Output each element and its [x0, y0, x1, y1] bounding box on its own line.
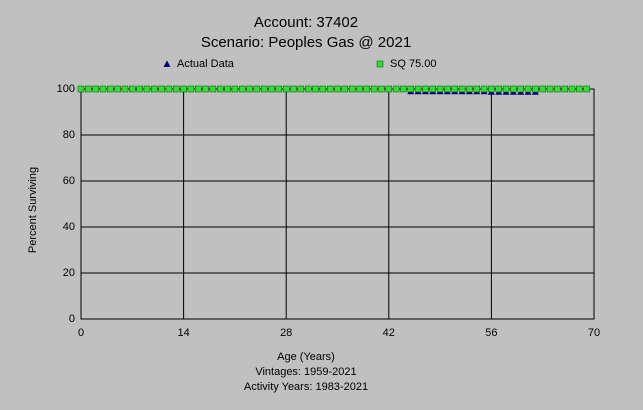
chart-title: Account: 37402	[254, 14, 358, 31]
data-point	[129, 85, 136, 93]
data-point	[576, 85, 583, 93]
y-tick-label: 20	[63, 267, 75, 279]
data-point	[238, 85, 246, 93]
data-point	[282, 85, 290, 93]
data-point	[524, 85, 532, 93]
data-point	[195, 85, 202, 93]
data-point	[473, 85, 480, 93]
data-point	[370, 85, 378, 93]
data-point	[385, 85, 393, 93]
data-point	[297, 85, 305, 93]
data-point	[304, 85, 312, 93]
data-point	[85, 85, 92, 93]
y-axis-label: Percent Surviving	[27, 167, 39, 253]
data-point	[422, 85, 429, 93]
data-point	[158, 85, 165, 93]
y-tick-label: 0	[69, 313, 75, 325]
data-point	[458, 85, 466, 93]
y-tick-label: 80	[63, 129, 75, 141]
legend-label: SQ 75.00	[390, 58, 436, 70]
data-point	[554, 85, 561, 93]
chart-subtitle: Scenario: Peoples Gas @ 2021	[201, 34, 411, 51]
data-point	[568, 85, 576, 93]
data-point	[187, 85, 195, 93]
data-point	[436, 85, 444, 93]
data-point	[107, 85, 114, 93]
data-point	[326, 85, 334, 93]
data-point	[224, 85, 231, 93]
data-point	[253, 85, 261, 93]
data-point	[488, 85, 495, 93]
data-point	[319, 85, 327, 93]
data-point	[400, 85, 407, 93]
legend-marker	[376, 60, 384, 68]
data-point	[165, 85, 173, 93]
data-point	[312, 85, 319, 93]
data-point	[414, 85, 422, 93]
data-point	[290, 85, 297, 93]
data-point	[151, 85, 158, 93]
x-axis-label: Age (Years)	[277, 351, 335, 363]
data-point	[451, 85, 459, 93]
data-point	[561, 85, 568, 93]
x-tick-label: 70	[588, 327, 600, 339]
data-point	[143, 85, 151, 93]
x-tick-label: 14	[177, 327, 189, 339]
data-point	[392, 85, 400, 93]
data-point	[173, 85, 180, 93]
data-point	[532, 85, 539, 93]
legend-label: Actual Data	[177, 58, 235, 70]
data-point	[275, 85, 283, 93]
annotation: Activity Years: 1983-2021	[244, 381, 368, 393]
data-point	[495, 85, 502, 93]
data-point	[268, 85, 275, 93]
y-tick-label: 60	[63, 175, 75, 187]
data-point	[216, 85, 224, 93]
data-point	[231, 85, 239, 93]
data-point	[502, 85, 510, 93]
y-tick-label: 40	[63, 221, 75, 233]
data-point	[466, 85, 473, 93]
data-point	[121, 85, 129, 93]
data-point	[92, 85, 99, 93]
data-point	[378, 85, 385, 93]
data-point	[348, 85, 356, 93]
x-tick-label: 0	[78, 327, 84, 339]
x-tick-label: 28	[280, 327, 292, 339]
legend-marker	[163, 60, 171, 67]
data-point	[341, 85, 349, 93]
data-point	[180, 85, 187, 93]
data-point	[429, 85, 437, 93]
data-point	[583, 85, 590, 93]
x-tick-label: 56	[485, 327, 497, 339]
annotation: Vintages: 1959-2021	[255, 366, 356, 378]
data-point	[356, 85, 363, 93]
data-point	[246, 85, 253, 93]
data-point	[334, 85, 341, 93]
data-point	[114, 85, 121, 93]
data-point	[546, 85, 554, 93]
data-point	[539, 85, 546, 93]
data-point	[202, 85, 209, 93]
x-tick-label: 42	[383, 327, 395, 339]
data-point	[510, 85, 517, 93]
data-point	[480, 85, 488, 93]
data-point	[260, 85, 268, 93]
data-point	[363, 85, 371, 93]
y-tick-label: 100	[57, 83, 75, 95]
data-point	[209, 85, 217, 93]
data-point	[444, 85, 451, 93]
data-point	[517, 85, 524, 93]
data-point	[99, 85, 107, 93]
data-point	[407, 85, 415, 93]
data-point	[136, 85, 143, 93]
data-point	[77, 85, 85, 93]
